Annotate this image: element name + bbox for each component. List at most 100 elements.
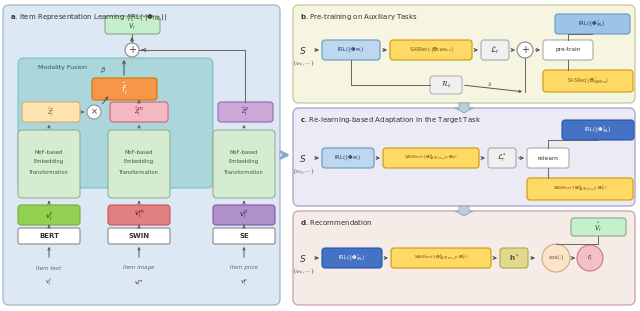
FancyBboxPatch shape bbox=[322, 248, 382, 268]
FancyBboxPatch shape bbox=[543, 70, 633, 92]
Text: $v_i^m$: $v_i^m$ bbox=[134, 209, 145, 221]
Text: Modality Fusion: Modality Fusion bbox=[38, 66, 87, 71]
Text: $\hat{f}_i$: $\hat{f}_i$ bbox=[121, 81, 127, 97]
Text: $\mathbf{a}$. Item Representation Learning (IRL($\cdot|\mathbf{\Phi}_{\mathrm{IR: $\mathbf{a}$. Item Representation Learni… bbox=[10, 12, 168, 23]
Text: $\hat{z}_i^p$: $\hat{z}_i^p$ bbox=[241, 106, 250, 118]
Text: +: + bbox=[128, 45, 136, 55]
Text: Item text: Item text bbox=[36, 266, 61, 271]
FancyBboxPatch shape bbox=[322, 40, 380, 60]
FancyBboxPatch shape bbox=[18, 130, 80, 198]
FancyBboxPatch shape bbox=[543, 40, 593, 60]
Text: $\times$: $\times$ bbox=[90, 107, 98, 117]
Text: IRL($\cdot|\mathbf{\Phi}_{\mathrm{IRL}}$): IRL($\cdot|\mathbf{\Phi}_{\mathrm{IRL}}$… bbox=[337, 45, 365, 54]
FancyBboxPatch shape bbox=[527, 148, 569, 168]
FancyBboxPatch shape bbox=[322, 148, 374, 168]
Circle shape bbox=[577, 245, 603, 271]
Text: Transformation: Transformation bbox=[119, 169, 159, 174]
FancyBboxPatch shape bbox=[108, 205, 170, 225]
Text: IRL($\cdot|\mathbf{\Phi}^*_{\mathrm{IRL}}$): IRL($\cdot|\mathbf{\Phi}^*_{\mathrm{IRL}… bbox=[578, 19, 606, 29]
Text: $\mathbf{d}$. Recommendation: $\mathbf{d}$. Recommendation bbox=[300, 218, 372, 227]
FancyBboxPatch shape bbox=[500, 248, 528, 268]
Text: $\hat{v}_i$: $\hat{v}_i$ bbox=[594, 220, 602, 234]
Text: Item image: Item image bbox=[124, 266, 155, 271]
FancyBboxPatch shape bbox=[92, 78, 157, 100]
Circle shape bbox=[542, 244, 570, 272]
Text: Embedding: Embedding bbox=[229, 160, 259, 165]
FancyBboxPatch shape bbox=[18, 228, 80, 244]
Text: $v_i^m$: $v_i^m$ bbox=[134, 278, 144, 288]
Text: $S$: $S$ bbox=[300, 253, 307, 263]
FancyBboxPatch shape bbox=[293, 5, 635, 103]
FancyBboxPatch shape bbox=[105, 16, 160, 34]
Text: $\hat{z}_i^m$: $\hat{z}_i^m$ bbox=[134, 106, 144, 118]
FancyBboxPatch shape bbox=[555, 14, 630, 34]
Text: IRL($\cdot|\mathbf{\Phi}^*_{\mathrm{IRL}}$): IRL($\cdot|\mathbf{\Phi}^*_{\mathrm{IRL}… bbox=[338, 253, 366, 263]
FancyArrow shape bbox=[455, 206, 473, 216]
Text: BERT: BERT bbox=[39, 233, 59, 239]
Text: SASRec($\cdot|\mathbf{\Theta}^o_{\mathrm{SASRec-P}},\mathbf{\Theta}_P$): SASRec($\cdot|\mathbf{\Theta}^o_{\mathrm… bbox=[404, 153, 458, 163]
Text: $\mathbf{c}$. Re-learning-based Adaptation in the Target Task: $\mathbf{c}$. Re-learning-based Adaptati… bbox=[300, 115, 481, 125]
Text: $\beta$: $\beta$ bbox=[100, 65, 106, 75]
FancyBboxPatch shape bbox=[293, 211, 635, 305]
Text: $\mathbf{h}^*$: $\mathbf{h}^*$ bbox=[509, 252, 519, 264]
FancyBboxPatch shape bbox=[22, 102, 80, 122]
Text: SASRec($\cdot|\mathbf{\Theta}^*_{\mathrm{SASRec}}$): SASRec($\cdot|\mathbf{\Theta}^*_{\mathrm… bbox=[567, 76, 609, 86]
FancyBboxPatch shape bbox=[488, 148, 516, 168]
Text: MoF-based: MoF-based bbox=[35, 150, 63, 155]
Text: Transformation: Transformation bbox=[224, 169, 264, 174]
Text: MoF-based: MoF-based bbox=[230, 150, 259, 155]
FancyArrow shape bbox=[455, 103, 473, 113]
Circle shape bbox=[125, 43, 139, 57]
FancyBboxPatch shape bbox=[391, 248, 491, 268]
Text: IRL($\cdot|\mathbf{\Phi}^*_{\mathrm{IRL}}$): IRL($\cdot|\mathbf{\Phi}^*_{\mathrm{IRL}… bbox=[584, 125, 612, 135]
FancyBboxPatch shape bbox=[481, 40, 509, 60]
Text: Item price: Item price bbox=[230, 266, 258, 271]
Text: $\hat{v}_i$: $\hat{v}_i$ bbox=[128, 18, 136, 32]
FancyBboxPatch shape bbox=[108, 228, 170, 244]
FancyBboxPatch shape bbox=[18, 205, 80, 225]
Text: IRL($\cdot|\mathbf{\Phi}_{\mathrm{IRL}}$): IRL($\cdot|\mathbf{\Phi}_{\mathrm{IRL}}$… bbox=[334, 154, 362, 163]
Text: $S$: $S$ bbox=[300, 44, 307, 55]
Text: $\mathbf{b}$. Pre-training on Auxiliary Tasks: $\mathbf{b}$. Pre-training on Auxiliary … bbox=[300, 12, 418, 22]
FancyBboxPatch shape bbox=[383, 148, 479, 168]
FancyBboxPatch shape bbox=[18, 58, 213, 188]
FancyBboxPatch shape bbox=[213, 205, 275, 225]
Text: $v_i^p$: $v_i^p$ bbox=[239, 209, 249, 221]
FancyBboxPatch shape bbox=[293, 108, 635, 206]
Text: SASRec($\cdot|\mathbf{\Theta}^o_{\mathrm{SASRec-P}},\mathbf{\Theta}^*_P$): SASRec($\cdot|\mathbf{\Theta}^o_{\mathrm… bbox=[413, 253, 468, 263]
Text: MoF-based: MoF-based bbox=[125, 150, 153, 155]
Text: Embedding: Embedding bbox=[34, 160, 64, 165]
FancyBboxPatch shape bbox=[108, 130, 170, 198]
Circle shape bbox=[517, 42, 533, 58]
Text: pre-train: pre-train bbox=[556, 48, 580, 53]
Text: $\{v_{s_1},\cdots\}$: $\{v_{s_1},\cdots\}$ bbox=[292, 167, 314, 177]
FancyBboxPatch shape bbox=[390, 40, 472, 60]
Text: $v_i^t$: $v_i^t$ bbox=[45, 278, 53, 288]
Text: $\mathcal{L}_r$: $\mathcal{L}_r$ bbox=[490, 44, 500, 56]
FancyBboxPatch shape bbox=[562, 120, 634, 140]
FancyBboxPatch shape bbox=[218, 102, 273, 122]
Text: Embedding: Embedding bbox=[124, 160, 154, 165]
FancyBboxPatch shape bbox=[430, 76, 462, 94]
FancyBboxPatch shape bbox=[571, 218, 626, 236]
Text: +: + bbox=[521, 45, 529, 55]
FancyBboxPatch shape bbox=[527, 178, 633, 200]
Text: $S$: $S$ bbox=[300, 152, 307, 164]
Text: SWIN: SWIN bbox=[129, 233, 150, 239]
Text: SASRec($\cdot|\mathbf{\Theta}^o_{\mathrm{SASRec-P}},\mathbf{\Theta}^*_P$): SASRec($\cdot|\mathbf{\Theta}^o_{\mathrm… bbox=[553, 184, 607, 194]
Text: Transformation: Transformation bbox=[29, 169, 69, 174]
Text: $v_i^t$: $v_i^t$ bbox=[45, 208, 53, 221]
Text: $r_i$: $r_i$ bbox=[587, 253, 593, 263]
Text: $\mathcal{L}^*_r$: $\mathcal{L}^*_r$ bbox=[497, 151, 507, 165]
Text: cos(·): cos(·) bbox=[548, 256, 564, 261]
Text: $\lambda$: $\lambda$ bbox=[487, 80, 493, 88]
FancyBboxPatch shape bbox=[213, 130, 275, 198]
Text: $\hat{z}_i^t$: $\hat{z}_i^t$ bbox=[47, 105, 55, 118]
Text: $\mathcal{R}_c$: $\mathcal{R}_c$ bbox=[441, 80, 451, 90]
FancyBboxPatch shape bbox=[213, 228, 275, 244]
Text: relearn: relearn bbox=[538, 156, 559, 160]
Text: SASRec($\cdot|\mathbf{\Theta}_{\mathrm{SASRec}}$): SASRec($\cdot|\mathbf{\Theta}_{\mathrm{S… bbox=[409, 45, 453, 54]
Text: $\{v_{s_1},\cdots\}$: $\{v_{s_1},\cdots\}$ bbox=[292, 267, 314, 277]
Text: SE: SE bbox=[239, 233, 249, 239]
Circle shape bbox=[87, 105, 101, 119]
